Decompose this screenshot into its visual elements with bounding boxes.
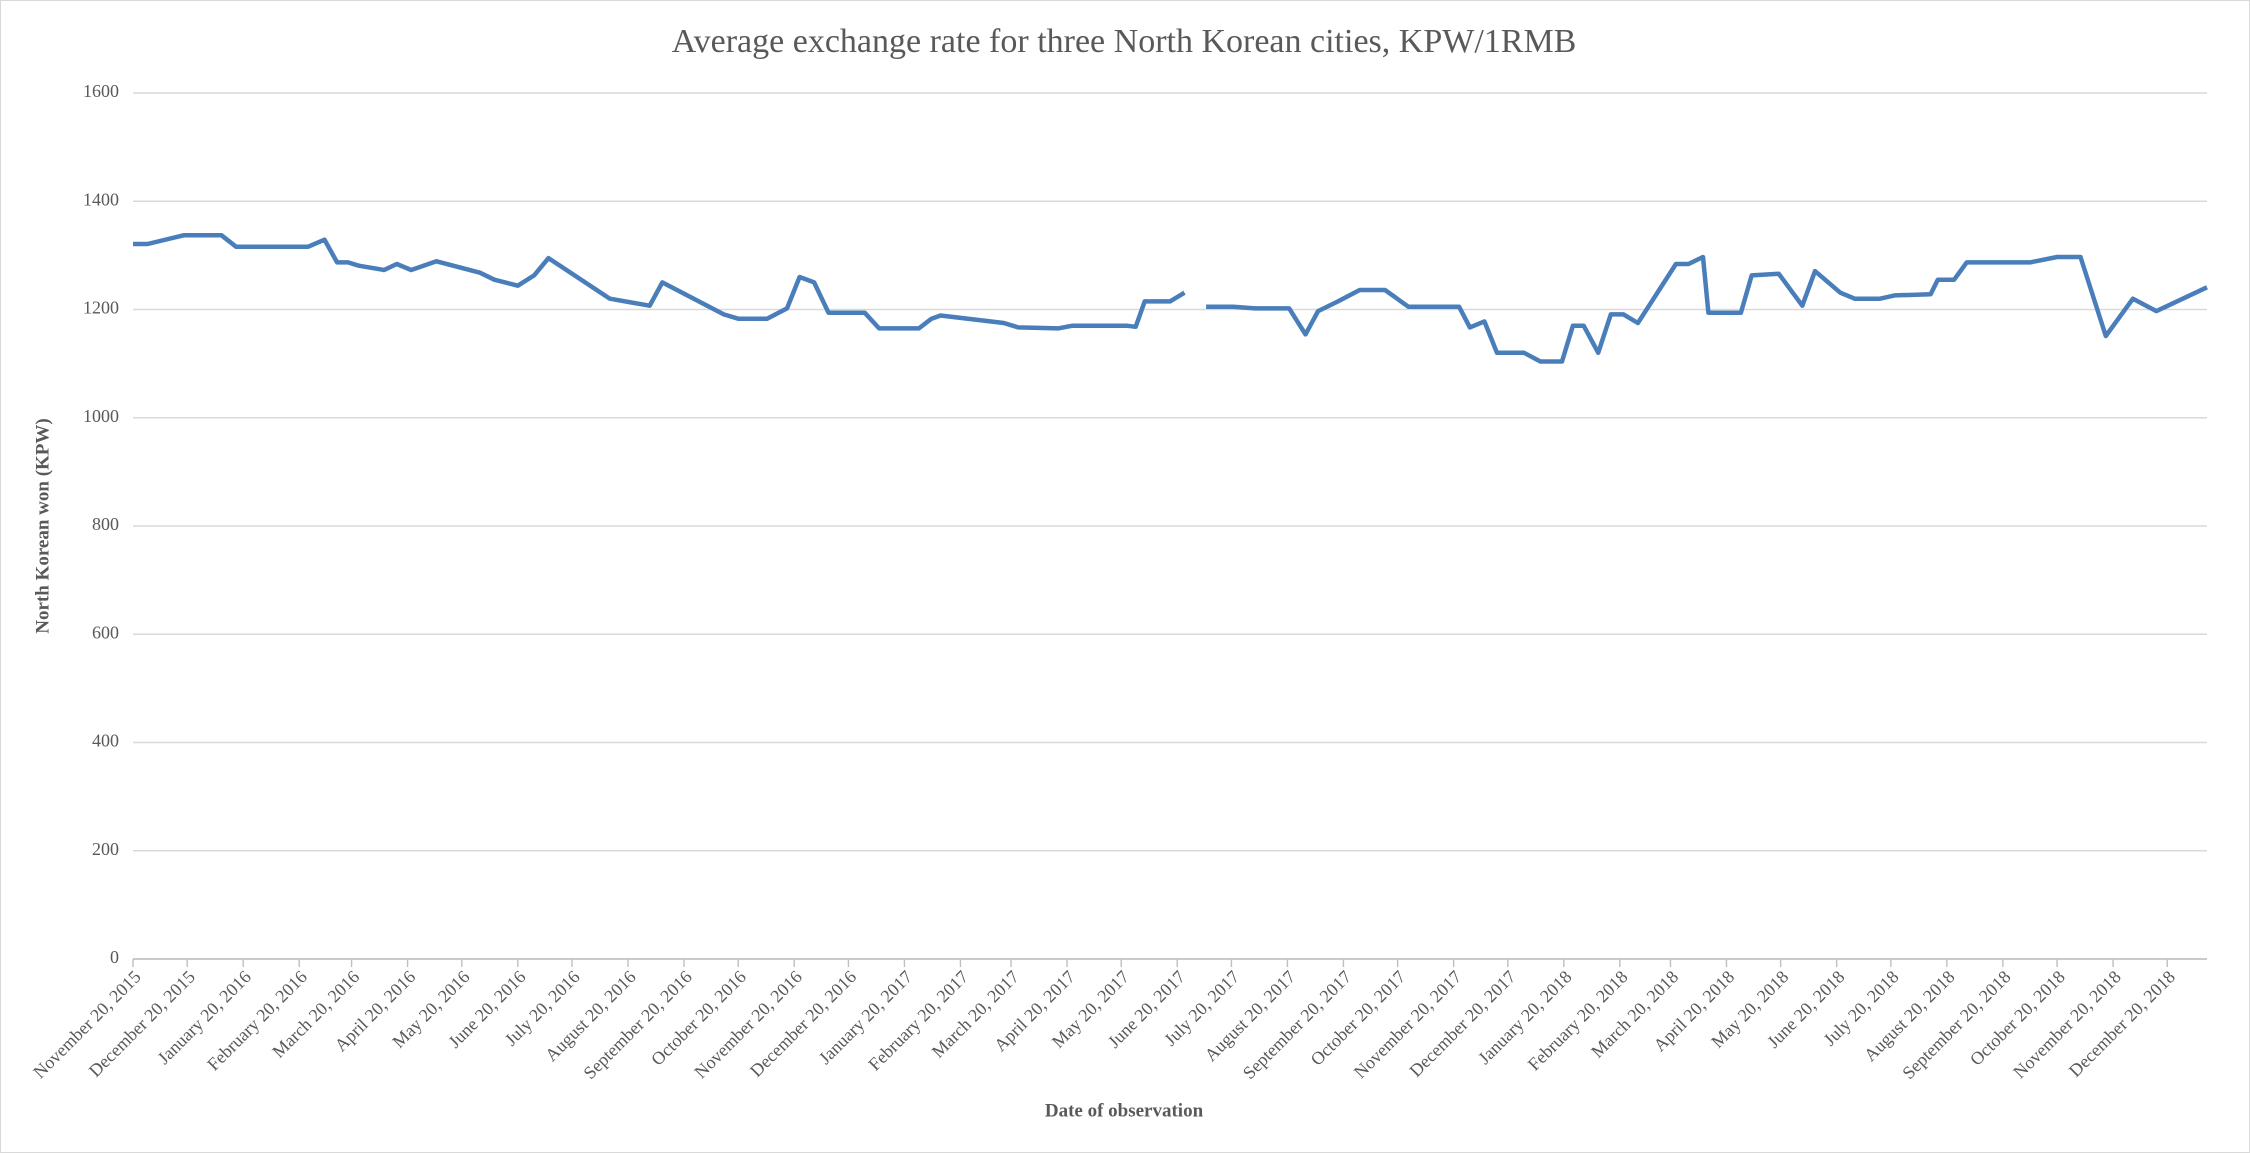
y-axis-title: North Korean won (KPW) — [32, 418, 53, 634]
y-tick-label: 1600 — [83, 81, 119, 101]
y-tick-label: 1400 — [83, 189, 119, 209]
chart-title: Average exchange rate for three North Ko… — [672, 23, 1577, 60]
y-tick-label: 200 — [92, 839, 119, 859]
y-tick-label: 1200 — [83, 298, 119, 318]
y-tick-label: 1000 — [83, 406, 119, 426]
y-tick-label: 800 — [92, 514, 119, 534]
y-tick-label: 400 — [92, 731, 119, 751]
y-tick-label: 600 — [92, 622, 119, 642]
line-series — [133, 233, 2208, 364]
x-axis-title: Date of observation — [1045, 1100, 1204, 1121]
y-tick-label: 0 — [110, 947, 119, 967]
